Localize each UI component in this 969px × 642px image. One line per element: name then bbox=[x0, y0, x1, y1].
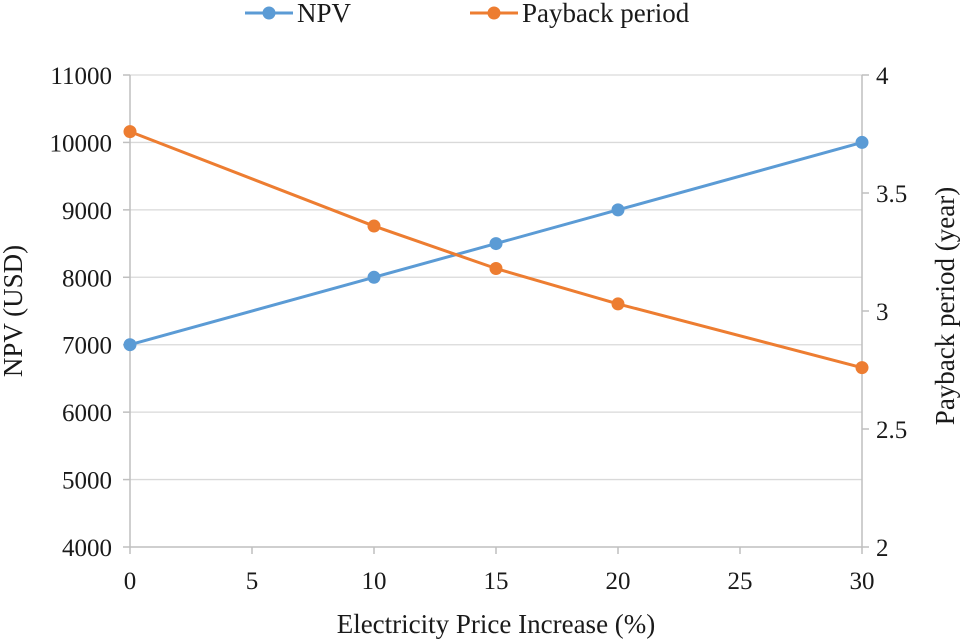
series bbox=[123, 125, 869, 375]
y-left-tick-label: 4000 bbox=[62, 535, 112, 562]
y-left-tick-label: 11000 bbox=[50, 63, 112, 90]
y-right-tick-label: 4 bbox=[876, 63, 889, 90]
y-right-tick-label: 2.5 bbox=[876, 417, 907, 444]
data-point-npv bbox=[123, 338, 137, 352]
y-right-tick-label: 3 bbox=[876, 299, 889, 326]
data-point-payback-period bbox=[855, 361, 869, 375]
x-tick-label: 10 bbox=[362, 568, 387, 595]
data-point-npv bbox=[367, 270, 381, 284]
tick-labels: 4000 5000 6000 7000 8000 9000 10000 11000 2 2.5 3 3… bbox=[50, 63, 908, 595]
y-axis-left-title: NPV (USD) bbox=[0, 245, 28, 377]
x-tick-label: 25 bbox=[728, 568, 753, 595]
y-right-tick-label: 2 bbox=[876, 535, 889, 562]
legend-marker-payback-period bbox=[487, 6, 501, 20]
y-axis-right-title: Payback period (year) bbox=[930, 187, 960, 425]
data-point-npv bbox=[611, 203, 625, 217]
y-left-tick-label: 5000 bbox=[62, 468, 112, 495]
x-tick-label: 5 bbox=[246, 568, 259, 595]
data-point-npv bbox=[855, 135, 869, 149]
y-right-tick-label: 3.5 bbox=[876, 181, 907, 208]
data-point-payback-period bbox=[123, 125, 137, 139]
legend-label-payback-period: Payback period bbox=[522, 0, 690, 28]
x-tick-label: 15 bbox=[484, 568, 509, 595]
x-tick-label: 0 bbox=[124, 568, 137, 595]
y-left-tick-label: 10000 bbox=[50, 130, 113, 157]
x-tick-label: 30 bbox=[850, 568, 875, 595]
x-tick-label: 20 bbox=[606, 568, 631, 595]
legend-label-npv: NPV bbox=[297, 0, 352, 28]
x-axis-title: Electricity Price Increase (%) bbox=[337, 609, 656, 639]
data-point-payback-period bbox=[611, 297, 625, 311]
data-point-payback-period bbox=[489, 262, 503, 276]
data-point-npv bbox=[489, 237, 503, 251]
y-left-tick-label: 7000 bbox=[62, 333, 112, 360]
y-left-tick-label: 8000 bbox=[62, 265, 112, 292]
y-left-tick-label: 6000 bbox=[62, 400, 112, 427]
legend: NPV Payback period bbox=[245, 0, 690, 28]
y-left-tick-label: 9000 bbox=[62, 198, 112, 225]
gridlines bbox=[130, 74, 862, 481]
data-point-payback-period bbox=[367, 219, 381, 233]
legend-marker-npv bbox=[262, 6, 276, 20]
